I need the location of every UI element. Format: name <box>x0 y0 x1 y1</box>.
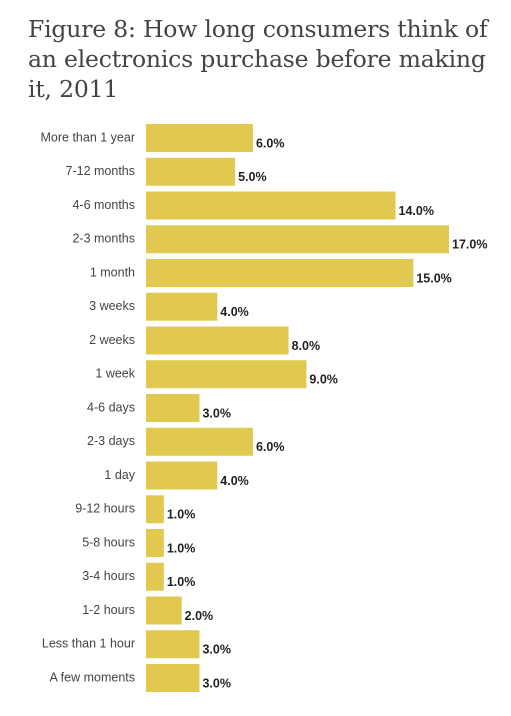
bar <box>146 259 414 287</box>
category-label: 9-12 hours <box>75 502 135 516</box>
category-label: 4-6 months <box>72 198 135 212</box>
category-label: 2-3 months <box>72 232 135 246</box>
bar <box>146 225 449 254</box>
bar <box>146 124 253 152</box>
category-label: 1 week <box>95 367 135 381</box>
value-label: 1.0% <box>167 508 196 522</box>
category-label: 2-3 days <box>87 434 135 448</box>
bar <box>146 630 200 659</box>
bar <box>146 427 253 456</box>
category-label: 5-8 hours <box>82 535 135 549</box>
value-label: 3.0% <box>202 643 231 657</box>
value-label: 2.0% <box>185 609 214 623</box>
category-label: 7-12 months <box>66 164 135 178</box>
bar <box>146 461 218 490</box>
bar <box>146 191 396 220</box>
category-label: A few moments <box>50 670 135 684</box>
value-label: 3.0% <box>202 406 231 420</box>
value-label: 4.0% <box>220 474 249 488</box>
bar <box>146 292 218 321</box>
bar <box>146 326 289 355</box>
category-label: Less than 1 hour <box>42 637 135 651</box>
chart-title: Figure 8: How long consumers think of an… <box>28 15 488 103</box>
bar <box>146 495 164 524</box>
bar <box>146 529 164 557</box>
category-label: 1-2 hours <box>82 603 135 617</box>
category-label: More than 1 year <box>41 130 136 144</box>
value-label: 17.0% <box>452 238 487 252</box>
category-label: 1 month <box>90 265 135 279</box>
value-label: 6.0% <box>256 136 284 150</box>
value-label: 15.0% <box>416 271 451 285</box>
value-label: 4.0% <box>220 305 249 319</box>
bar <box>146 596 182 625</box>
bar <box>146 394 200 422</box>
value-label: 14.0% <box>399 204 434 218</box>
value-label: 5.0% <box>238 170 267 184</box>
value-label: 3.0% <box>202 676 231 690</box>
bar <box>146 562 164 591</box>
value-label: 9.0% <box>309 373 338 387</box>
value-label: 1.0% <box>167 575 196 589</box>
bar <box>146 360 307 389</box>
category-label: 3 weeks <box>89 299 135 313</box>
value-label: 1.0% <box>167 541 196 555</box>
category-label: 1 day <box>104 468 135 482</box>
bar <box>146 157 236 186</box>
bar <box>146 664 200 692</box>
value-label: 6.0% <box>256 440 284 454</box>
category-label: 3-4 hours <box>82 569 135 583</box>
category-label: 2 weeks <box>89 333 135 347</box>
category-label: 4-6 days <box>87 400 135 414</box>
value-label: 8.0% <box>292 339 321 353</box>
